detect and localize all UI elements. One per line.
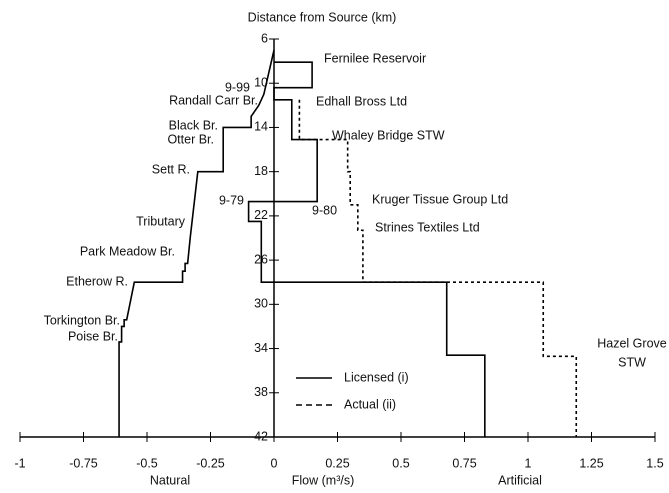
annotation: Park Meadow Br. [80, 244, 175, 258]
annotation: Hazel Grove [597, 336, 667, 350]
x-tick-label: 1.5 [646, 456, 663, 470]
annotation: Edhall Bross Ltd [316, 94, 407, 108]
y-tick-label: 18 [254, 164, 268, 178]
x-tick-label: 0.5 [392, 456, 409, 470]
x-label-right: Artificial [498, 473, 542, 487]
annotation: Kruger Tissue Group Ltd [372, 192, 508, 206]
y-tick-label: 42 [254, 429, 268, 443]
annotation: Torkington Br. [44, 313, 120, 327]
annotation: 9-99 [225, 80, 250, 94]
annotation: Black Br. [169, 118, 218, 132]
x-tick-label: 0.25 [325, 456, 349, 470]
x-tick-label: -0.5 [136, 456, 158, 470]
legend-label: Licensed (i) [344, 370, 409, 384]
annotation: Fernilee Reservoir [324, 51, 426, 65]
x-tick-label: 1.25 [579, 456, 603, 470]
x-tick-label: 0.75 [452, 456, 476, 470]
x-tick-label: 1 [525, 456, 532, 470]
x-label: Flow (m³/s) [292, 473, 355, 487]
series-line [118, 49, 275, 437]
x-label-left: Natural [150, 473, 190, 487]
series-line [247, 61, 486, 437]
y-tick-label: 30 [254, 297, 268, 311]
legend-label: Actual (ii) [344, 397, 396, 411]
y-tick-label: 38 [254, 385, 268, 399]
annotation: Strines Textiles Ltd [375, 220, 480, 234]
x-tick-label: -0.75 [69, 456, 98, 470]
chart-title: Distance from Source (km) [248, 10, 397, 24]
y-tick-label: 22 [254, 208, 268, 222]
y-tick-label: 34 [254, 341, 268, 355]
annotation: Whaley Bridge STW [332, 128, 445, 142]
y-tick-label: 6 [261, 31, 268, 45]
annotation: 9-79 [219, 193, 244, 207]
annotation: 9-80 [312, 203, 337, 217]
x-tick-label: 0 [271, 456, 278, 470]
annotation: Tributary [136, 214, 186, 228]
series-line [298, 99, 578, 437]
annotation: Sett R. [152, 162, 190, 176]
annotation: Etherow R. [66, 274, 128, 288]
annotation: Otter Br. [167, 132, 214, 146]
annotation: Randall Carr Br. [169, 93, 258, 107]
x-tick-label: -1 [14, 456, 25, 470]
x-tick-label: -0.25 [196, 456, 225, 470]
y-tick-label: 14 [254, 120, 268, 134]
annotation: Poise Br. [68, 329, 118, 343]
y-tick-label: 10 [254, 76, 268, 90]
annotation: STW [618, 355, 646, 369]
